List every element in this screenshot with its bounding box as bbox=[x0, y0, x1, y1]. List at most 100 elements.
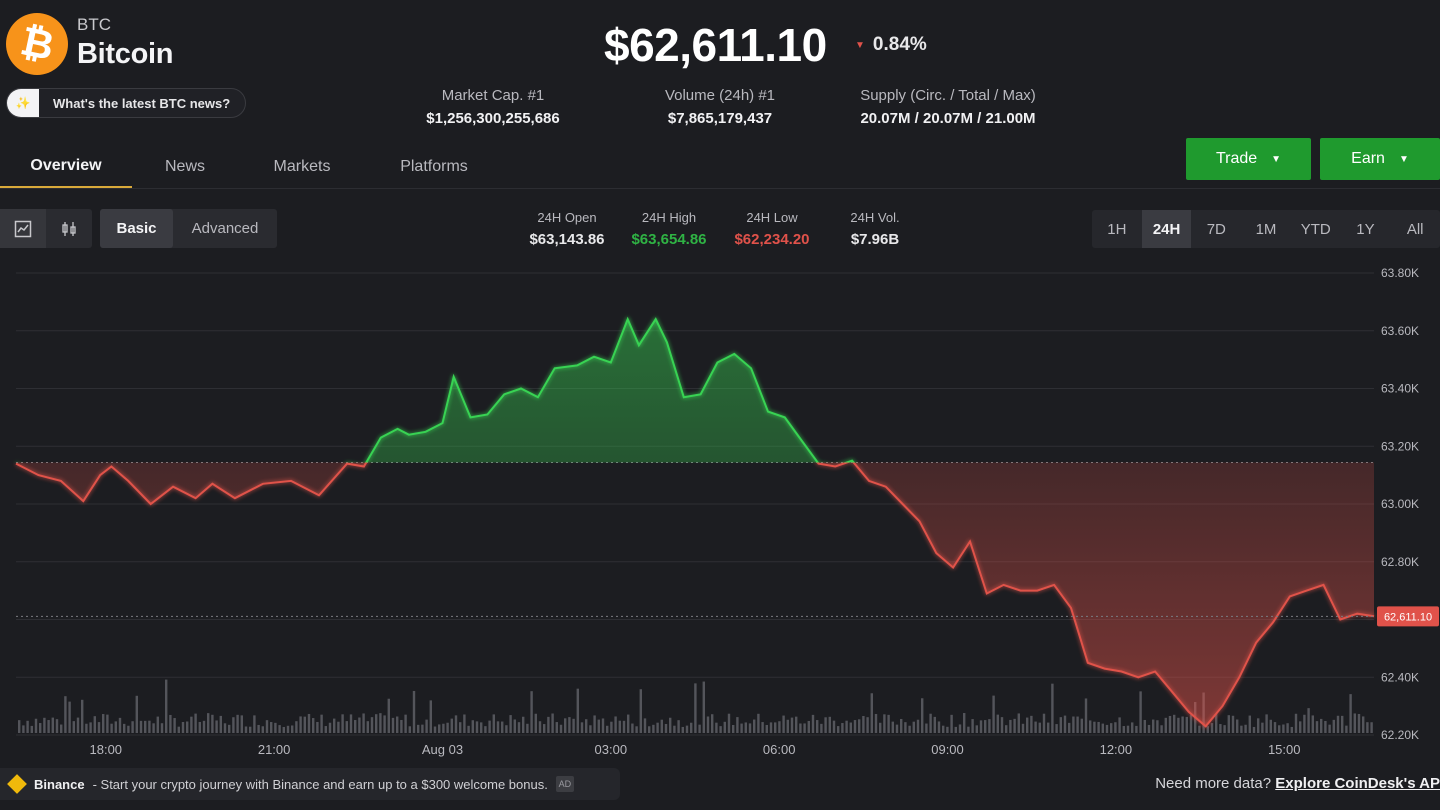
market-cap-stat: Market Cap. #1 $1,256,300,255,686 bbox=[426, 87, 560, 127]
more-data-note: Need more data? Explore CoinDesk's AP bbox=[1155, 775, 1440, 792]
volume-bar bbox=[1219, 724, 1222, 733]
volume-bar bbox=[89, 722, 92, 733]
tab-news[interactable]: News bbox=[164, 157, 205, 175]
volume-bar bbox=[1093, 721, 1096, 733]
volume-bar bbox=[1181, 716, 1184, 733]
x-tick-label: 15:00 bbox=[1268, 742, 1301, 757]
volume-bar bbox=[123, 723, 126, 733]
volume-bar bbox=[299, 716, 302, 733]
area-above-open bbox=[16, 319, 1374, 463]
volume-bar bbox=[1210, 723, 1214, 733]
volume-bar bbox=[879, 722, 882, 733]
volume-bar bbox=[152, 723, 155, 733]
volume-bar bbox=[1198, 725, 1201, 733]
volume-bar bbox=[849, 722, 852, 733]
explore-coindesk-link[interactable]: Explore CoinDesk's AP bbox=[1275, 775, 1440, 792]
volume-bar bbox=[454, 715, 458, 733]
volume-bar bbox=[568, 717, 571, 733]
volume-bar bbox=[933, 716, 936, 733]
volume-bar bbox=[925, 723, 928, 733]
volume-bar bbox=[820, 723, 823, 733]
volume-bar bbox=[1269, 719, 1272, 733]
chevron-down-icon: ▼ bbox=[1271, 153, 1282, 165]
tab-platforms[interactable]: Platforms bbox=[400, 157, 468, 175]
volume-bar bbox=[883, 714, 886, 733]
volume-bar bbox=[198, 721, 201, 733]
volume-bar bbox=[1345, 725, 1348, 733]
range-1y[interactable]: 1Y bbox=[1356, 220, 1375, 238]
volume-bar bbox=[72, 721, 75, 733]
range-all[interactable]: All bbox=[1406, 220, 1424, 238]
volume-bar bbox=[904, 722, 907, 733]
volume-bar bbox=[1349, 694, 1352, 733]
line-chart-icon[interactable] bbox=[0, 209, 46, 248]
price-line-up bbox=[365, 316, 855, 463]
volume-bar bbox=[1076, 716, 1079, 733]
volume-bar bbox=[135, 695, 138, 733]
volume-bar bbox=[244, 726, 248, 733]
volume-bar bbox=[534, 713, 537, 733]
y-tick-label: 62.40K bbox=[1381, 670, 1419, 684]
volume-bar bbox=[639, 689, 642, 733]
volume-bar bbox=[589, 725, 592, 733]
volume-bar bbox=[68, 701, 71, 733]
volume-bar bbox=[543, 724, 546, 733]
volume-bar bbox=[303, 716, 306, 733]
volume-bar bbox=[1244, 724, 1247, 733]
volume-bar bbox=[1177, 717, 1180, 733]
range-7d[interactable]: 7D bbox=[1206, 220, 1226, 238]
volume-bar bbox=[1013, 718, 1016, 733]
x-tick-label: 09:00 bbox=[931, 742, 964, 757]
volume-bar bbox=[1261, 722, 1264, 733]
volume-bar bbox=[181, 721, 185, 733]
x-tick-label: 03:00 bbox=[595, 742, 628, 757]
volume-bar bbox=[249, 726, 252, 733]
trade-button[interactable]: Trade ▼ bbox=[1186, 138, 1311, 180]
volume-bar bbox=[1357, 713, 1361, 733]
binance-promo-banner[interactable]: Binance - Start your crypto journey with… bbox=[0, 768, 620, 800]
volume-bar bbox=[1030, 715, 1033, 733]
advanced-mode-button[interactable]: Advanced bbox=[191, 220, 259, 237]
basic-mode-button[interactable]: Basic bbox=[100, 209, 173, 248]
promo-text: - Start your crypto journey with Binance… bbox=[92, 776, 548, 792]
volume-bar bbox=[690, 722, 693, 733]
volume-bar bbox=[1143, 719, 1146, 733]
volume-bar bbox=[261, 726, 264, 733]
volume-bar bbox=[895, 724, 899, 733]
range-1h[interactable]: 1H bbox=[1107, 220, 1127, 238]
range-ytd[interactable]: YTD bbox=[1300, 220, 1331, 238]
range-1m[interactable]: 1M bbox=[1255, 220, 1277, 238]
tab-markets[interactable]: Markets bbox=[273, 157, 331, 175]
volume-bar bbox=[1336, 715, 1340, 733]
volume-bar bbox=[530, 691, 533, 733]
earn-button[interactable]: Earn ▼ bbox=[1320, 138, 1440, 180]
volume-bar bbox=[26, 720, 29, 733]
volume-bar bbox=[740, 723, 743, 733]
volume-bar bbox=[517, 722, 521, 733]
binance-logo-icon bbox=[7, 774, 27, 794]
volume-bar bbox=[702, 681, 705, 733]
volume-bar bbox=[312, 718, 315, 733]
candlestick-icon[interactable] bbox=[46, 209, 92, 248]
range-24h[interactable]: 24H bbox=[1141, 210, 1192, 248]
volume-bar bbox=[177, 726, 180, 733]
volume-bar bbox=[467, 725, 470, 733]
volume-bar bbox=[1114, 722, 1117, 733]
volume-bar bbox=[1072, 716, 1075, 733]
volume-bar bbox=[538, 721, 542, 733]
price-chart[interactable]: 63.80K63.60K63.40K63.20K63.00K62.80K62.6… bbox=[0, 255, 1440, 765]
y-tick-label: 63.20K bbox=[1381, 439, 1419, 453]
down-triangle-icon: ▼ bbox=[855, 39, 865, 51]
volume-bar bbox=[513, 719, 516, 733]
ohlc-low: 24H Low $62,234.20 bbox=[734, 210, 810, 248]
news-prompt-button[interactable]: ✨ What's the latest BTC news? bbox=[6, 88, 246, 118]
volume-bar bbox=[828, 716, 831, 733]
volume-bar bbox=[597, 719, 600, 733]
volume-bar bbox=[711, 714, 714, 733]
volume-bar bbox=[887, 714, 890, 733]
volume-bar bbox=[958, 724, 962, 733]
volume-bar bbox=[1059, 717, 1062, 733]
tab-overview[interactable]: Overview bbox=[0, 145, 132, 188]
volume-bar bbox=[580, 722, 584, 733]
volume-bar bbox=[1005, 725, 1008, 733]
